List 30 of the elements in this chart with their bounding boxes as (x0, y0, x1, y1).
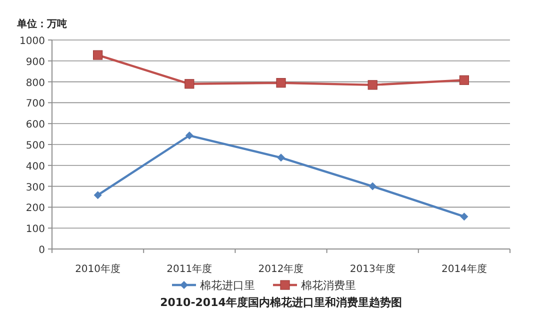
x-tick-label: 2011年度 (166, 263, 212, 275)
text: 2010-2014年度国内棉花进口里和消费里趋势图 (160, 296, 402, 309)
point (459, 75, 469, 85)
point (94, 191, 102, 200)
point (368, 80, 378, 90)
x-tick-label: 2013年度 (350, 263, 396, 275)
y-tick-label: 1000 (20, 36, 45, 47)
point (276, 78, 286, 88)
y-axis-title: 单位：万吨 (16, 18, 67, 30)
point (185, 132, 194, 140)
legend-label: 棉花消费里 (301, 279, 356, 292)
x-tick-label: 2014年度 (441, 263, 487, 275)
point (368, 182, 377, 190)
y-tick-label: 300 (26, 182, 45, 194)
y-tick-label: 600 (26, 120, 45, 131)
point (277, 154, 285, 162)
x-tick-label: 2012年度 (258, 263, 304, 275)
y-tick-label: 400 (26, 161, 45, 172)
point (460, 212, 468, 221)
x-tick-label: 2010年度 (75, 263, 121, 275)
point (184, 79, 194, 89)
y-tick-label: 500 (26, 140, 45, 152)
point (93, 50, 103, 60)
y-tick-label: 100 (26, 224, 45, 236)
y-tick-label: 700 (26, 98, 45, 110)
y-tick-label: 200 (26, 203, 45, 214)
y-tick-label: 800 (26, 78, 45, 89)
y-tick-label: 0 (38, 245, 45, 256)
y-tick-label: 900 (26, 56, 45, 68)
legend-label: 棉花进口里 (200, 279, 255, 292)
